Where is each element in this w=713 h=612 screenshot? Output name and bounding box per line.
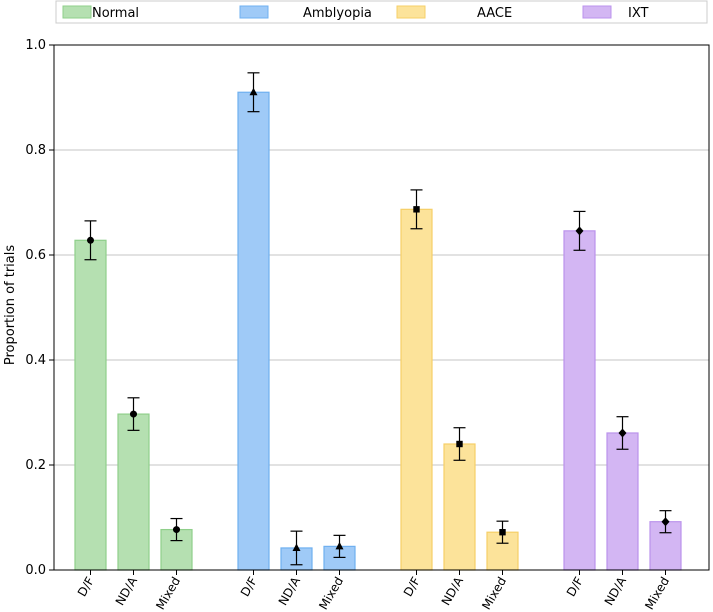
mean-marker <box>618 428 627 438</box>
mean-marker <box>87 236 94 244</box>
legend-label: AACE <box>477 6 512 21</box>
mean-marker <box>292 543 301 551</box>
y-tick-label: 0.2 <box>25 458 46 473</box>
y-tick-label: 1.0 <box>25 38 46 53</box>
mean-marker <box>335 541 344 550</box>
mean-marker <box>499 529 506 536</box>
plot-frame <box>53 44 710 571</box>
legend-label: IXT <box>628 6 649 21</box>
bar <box>443 443 476 571</box>
mean-marker <box>575 226 584 236</box>
legend-swatch <box>62 5 92 19</box>
legend-label: Normal <box>92 6 139 21</box>
legend-swatch <box>239 5 269 19</box>
bar <box>400 208 433 571</box>
mean-marker <box>661 517 670 527</box>
y-tick-label: 0.0 <box>25 563 46 578</box>
mean-marker <box>130 410 137 418</box>
y-axis-title: Proportion of trials <box>3 245 18 366</box>
bar <box>117 413 150 571</box>
legend-swatch <box>396 5 426 19</box>
mean-marker <box>456 440 463 448</box>
mean-marker <box>413 206 420 213</box>
bar <box>606 432 639 571</box>
y-tick-label: 0.4 <box>25 353 46 368</box>
bar <box>237 91 270 571</box>
mean-marker <box>249 87 258 96</box>
y-tick-label: 0.8 <box>25 143 46 158</box>
legend-box <box>55 0 708 24</box>
bar <box>74 239 107 571</box>
legend-swatch <box>582 5 612 19</box>
legend: Normal Amblyopia AACE IXT <box>55 0 708 24</box>
bar <box>563 230 596 571</box>
legend-label: Amblyopia <box>303 6 372 21</box>
mean-marker <box>173 526 180 534</box>
y-tick-label: 0.6 <box>25 248 46 263</box>
bars <box>74 72 682 571</box>
